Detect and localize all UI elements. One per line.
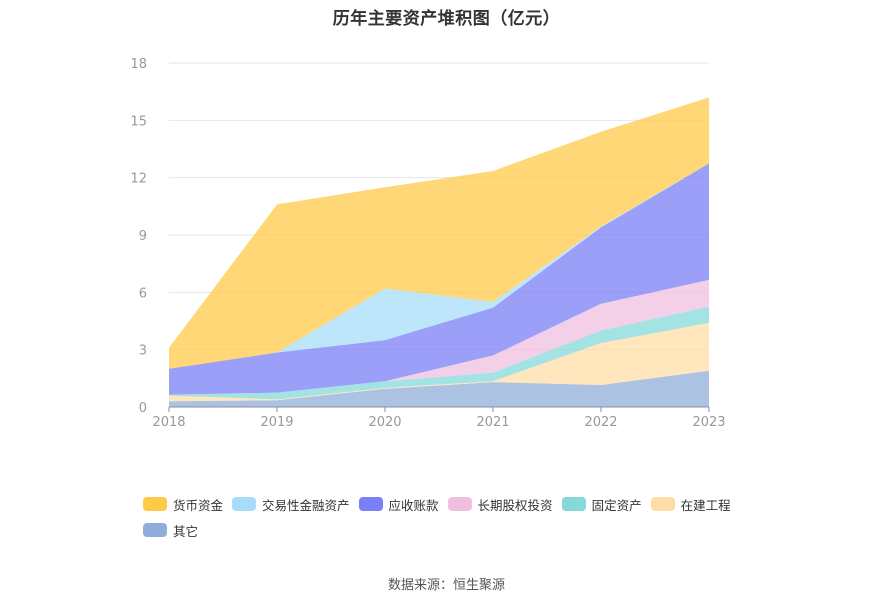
y-tick-label: 15 <box>130 114 147 129</box>
x-tick-label: 2022 <box>584 415 617 430</box>
legend-item[interactable]: 货币资金 <box>143 495 223 513</box>
y-tick-label: 9 <box>139 229 147 244</box>
legend-item[interactable]: 长期股权投资 <box>447 495 553 513</box>
chart-title: 历年主要资产堆积图（亿元） <box>332 9 561 29</box>
legend-label: 交易性金融资产 <box>262 497 350 513</box>
area-series <box>169 97 709 407</box>
area-series-3 <box>169 279 709 395</box>
area-series-0 <box>169 370 709 407</box>
legend-item[interactable]: 在建工程 <box>650 495 731 513</box>
legend: 货币资金 交易性金融资产 应收账款 长期股权投资 固定资产 在建工程其它 <box>143 495 783 547</box>
area-series-1 <box>169 322 709 402</box>
x-tick-label: 2021 <box>476 415 509 430</box>
legend-label: 在建工程 <box>680 497 731 513</box>
legend-swatch <box>650 497 675 511</box>
legend-item[interactable]: 交易性金融资产 <box>232 495 350 513</box>
legend-item[interactable]: 固定资产 <box>561 495 642 513</box>
x-tick-label: 2018 <box>152 415 185 430</box>
legend-item[interactable]: 其它 <box>143 521 198 539</box>
area-series-6 <box>169 97 709 369</box>
y-tick-label: 3 <box>139 344 147 359</box>
data-source: 数据来源：恒生聚源 <box>387 578 505 593</box>
legend-swatch <box>447 497 472 511</box>
y-tick-label: 12 <box>130 172 147 187</box>
y-tick-label: 0 <box>139 401 147 416</box>
legend-label: 长期股权投资 <box>477 497 553 513</box>
legend-label: 应收账款 <box>388 497 439 513</box>
x-tick-label: 2019 <box>260 415 293 430</box>
legend-label: 货币资金 <box>173 497 224 513</box>
legend-swatch <box>561 497 586 511</box>
y-tick-label: 6 <box>139 286 147 301</box>
x-tick-label: 2020 <box>368 415 401 430</box>
y-tick-label: 18 <box>130 57 147 72</box>
x-tick-label: 2023 <box>692 415 725 430</box>
legend-swatch <box>358 497 383 511</box>
area-series-4 <box>169 163 709 395</box>
legend-swatch <box>232 497 257 511</box>
area-series-2 <box>169 306 709 400</box>
legend-item[interactable]: 应收账款 <box>358 495 439 513</box>
legend-label: 固定资产 <box>591 497 642 513</box>
legend-swatch <box>143 523 167 537</box>
legend-swatch <box>143 497 167 511</box>
axes: 0 3 6 9 12 15 18 2018 2019 2020 2021 2022 2023 <box>130 57 725 430</box>
legend-label: 其它 <box>173 523 199 539</box>
